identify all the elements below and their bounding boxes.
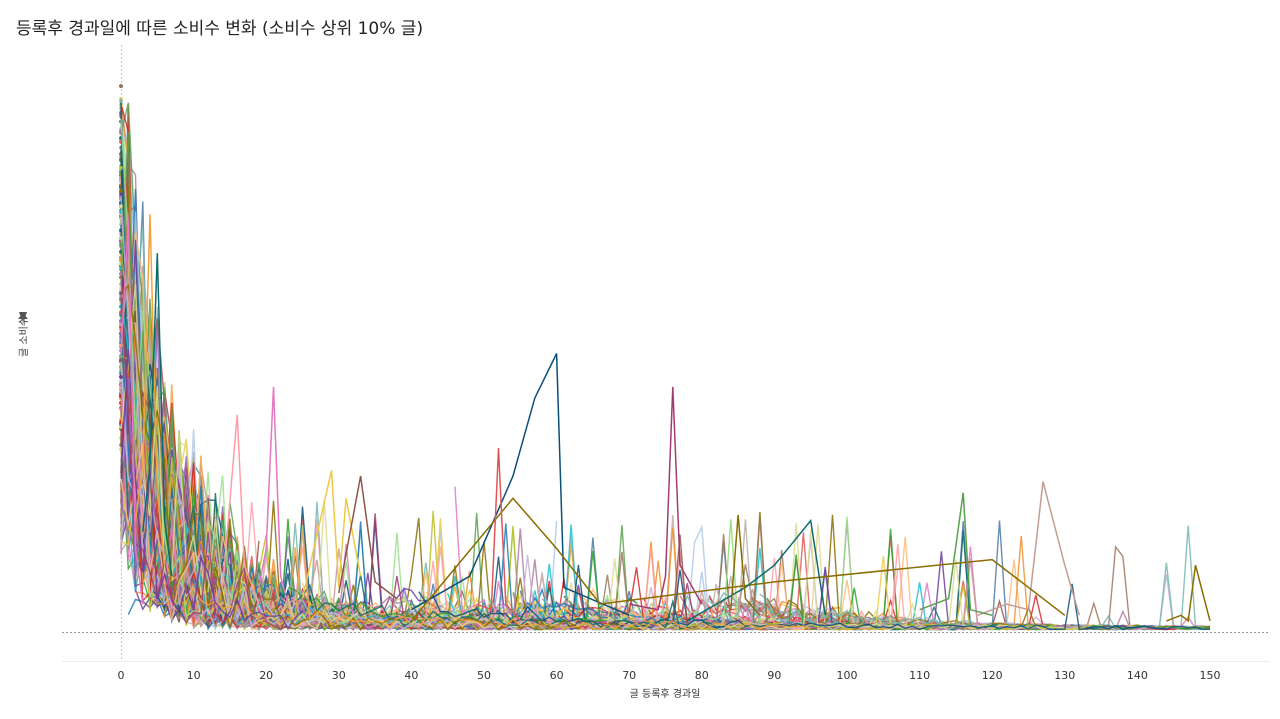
x-tick-label: 0 xyxy=(118,669,125,682)
series-line xyxy=(977,481,1081,616)
x-tick-label: 50 xyxy=(477,669,491,682)
series-line xyxy=(686,518,826,622)
series-start-point xyxy=(119,242,123,247)
series-start-point xyxy=(119,358,123,363)
x-tick-label: 120 xyxy=(982,669,1003,682)
series-start-point xyxy=(119,166,123,170)
series-line xyxy=(338,475,398,600)
x-tick-label: 70 xyxy=(622,669,636,682)
series-line xyxy=(221,414,260,605)
y-axis-title: 글 소비수 xyxy=(18,317,30,357)
series-start-point xyxy=(119,378,123,383)
x-tick-label: 30 xyxy=(332,669,346,682)
series-line xyxy=(120,348,303,630)
series-line xyxy=(120,294,289,631)
x-axis-ticks: 0 10 20 30 40 50 60 70 80 90 100 110 120 130 140 150 xyxy=(118,669,1221,682)
chart-title: 등록후 경과일에 따른 소비수 변화 (소비수 상위 10% 글) xyxy=(16,19,424,39)
series-line xyxy=(1166,565,1211,623)
series-line xyxy=(134,214,166,566)
series-line xyxy=(919,492,993,617)
x-axis-title: 글 등록후 경과일 xyxy=(630,687,701,700)
series-line xyxy=(730,514,761,616)
series-line xyxy=(120,219,144,605)
x-tick-label: 150 xyxy=(1200,669,1221,682)
x-tick-label: 100 xyxy=(837,669,858,682)
series-line xyxy=(629,386,703,611)
series-line xyxy=(476,448,521,622)
x-tick-label: 110 xyxy=(909,669,930,682)
x-tick-label: 140 xyxy=(1127,669,1148,682)
series-line xyxy=(258,386,289,605)
series-start-point xyxy=(119,375,123,379)
series-start-point xyxy=(119,204,123,208)
series-start-point xyxy=(119,192,123,197)
x-tick-label: 130 xyxy=(1054,669,1075,682)
series-start-point xyxy=(119,189,123,193)
series-start-point xyxy=(119,272,123,276)
series-start-point xyxy=(119,84,123,88)
x-tick-label: 10 xyxy=(187,669,201,682)
series-line xyxy=(120,276,354,629)
pin-icon[interactable] xyxy=(18,312,28,324)
x-tick-label: 60 xyxy=(550,669,564,682)
x-tick-label: 40 xyxy=(404,669,418,682)
series-line xyxy=(759,593,993,628)
series-start-point xyxy=(119,236,123,240)
x-tick-label: 80 xyxy=(695,669,709,682)
series-line xyxy=(418,583,1211,631)
series-line xyxy=(411,353,630,616)
x-tick-label: 20 xyxy=(259,669,273,682)
series-line xyxy=(410,497,1066,622)
series-layer xyxy=(119,84,1211,632)
y-axis-title-group: 글 소비수 xyxy=(18,312,30,357)
series-line xyxy=(142,253,173,577)
series-line xyxy=(120,283,623,631)
series-start-point xyxy=(119,99,123,103)
x-tick-label: 90 xyxy=(767,669,781,682)
